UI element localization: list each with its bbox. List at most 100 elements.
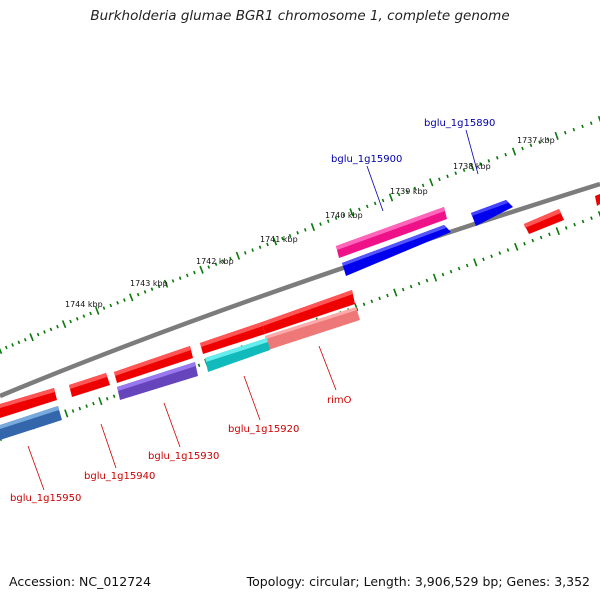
minor-tick — [504, 152, 507, 157]
label-bglu-1g15900[interactable]: bglu_1g15900 — [331, 154, 402, 165]
major-tick — [470, 163, 475, 172]
minor-tick — [531, 238, 535, 243]
gene-unnamed-pink[interactable] — [336, 207, 447, 258]
minor-tick — [11, 343, 14, 347]
gene-bglu-1g15920[interactable] — [205, 338, 270, 372]
minor-tick — [373, 201, 377, 206]
gene-bglu-1g15890[interactable] — [471, 200, 513, 226]
minor-tick — [378, 296, 381, 301]
minor-tick — [386, 293, 389, 298]
label-bglu-1g15940[interactable]: bglu_1g15940 — [84, 471, 155, 482]
minor-tick — [563, 130, 567, 135]
gene-red-upper-2[interactable] — [200, 322, 265, 354]
minor-tick — [462, 168, 466, 172]
minor-tick — [482, 257, 485, 262]
gene-red-upper-1[interactable] — [262, 290, 355, 334]
minor-tick — [71, 409, 75, 413]
minor-tick — [214, 262, 218, 266]
genome-summary-text: Topology: circular; Length: 3,906,529 bp… — [246, 574, 590, 589]
major-tick — [235, 251, 241, 260]
minor-tick — [319, 222, 322, 226]
major-tick — [349, 208, 354, 217]
leader-bglu-1g15890 — [465, 129, 479, 175]
label-bglu-1g15920[interactable]: bglu_1g15920 — [228, 424, 299, 435]
minor-tick — [449, 269, 453, 274]
gene-red-right[interactable] — [524, 209, 564, 234]
minor-tick — [178, 276, 182, 280]
minor-tick — [446, 174, 449, 179]
label-bglu-1g15950[interactable]: bglu_1g15950 — [10, 493, 81, 504]
gene-red-far-right[interactable] — [595, 194, 600, 206]
major-tick — [272, 237, 278, 246]
minor-tick — [116, 301, 119, 305]
minor-tick — [334, 216, 338, 220]
minor-tick — [23, 337, 27, 342]
minor-tick — [479, 162, 482, 166]
minor-tick — [243, 251, 247, 255]
tick-labels: 1744 kbp 1743 kbp 1742 kbp 1741 kbp 1740… — [65, 136, 555, 309]
major-tick — [597, 211, 600, 218]
accession-text: Accession: NC_012724 — [9, 574, 152, 589]
minor-tick — [207, 265, 211, 269]
minor-tick — [573, 222, 576, 227]
minor-tick — [381, 198, 385, 203]
major-tick — [554, 131, 559, 140]
minor-tick — [417, 281, 421, 286]
minor-tick — [457, 266, 461, 271]
minor-tick — [539, 235, 543, 240]
minor-tick — [441, 272, 445, 277]
gene-bglu-1g15900[interactable] — [342, 225, 451, 276]
minor-tick — [401, 287, 405, 292]
major-tick — [511, 147, 517, 156]
minor-tick — [4, 345, 8, 350]
major-tick — [393, 288, 398, 297]
tick-label-1737: 1737 kbp — [517, 136, 555, 145]
major-tick — [432, 273, 438, 282]
minor-tick — [49, 327, 53, 332]
minor-tick — [143, 290, 147, 294]
minor-tick — [288, 233, 292, 238]
major-tick — [388, 193, 394, 202]
gene-red-left[interactable] — [0, 388, 57, 418]
minor-tick — [185, 273, 189, 278]
major-tick — [98, 397, 103, 406]
tick-label-1743: 1743 kbp — [130, 279, 168, 288]
minor-tick — [36, 332, 40, 337]
gene-bglu-1g15950[interactable] — [0, 406, 62, 440]
minor-tick — [157, 284, 161, 289]
label-bglu-1g15890[interactable]: bglu_1g15890 — [424, 118, 495, 129]
minor-tick — [150, 287, 154, 291]
gene-red-middle[interactable] — [114, 346, 193, 383]
label-rimO[interactable]: rimO — [327, 395, 352, 406]
minor-tick — [105, 396, 109, 401]
minor-tick — [409, 284, 413, 289]
label-bglu-1g15930[interactable]: bglu_1g15930 — [148, 451, 219, 462]
minor-tick — [572, 127, 576, 132]
minor-tick — [221, 259, 225, 264]
minor-tick — [251, 248, 254, 252]
gene-bglu-1g15930[interactable] — [117, 362, 198, 400]
minor-tick — [43, 330, 46, 334]
minor-tick — [56, 324, 59, 329]
minor-tick — [405, 189, 409, 194]
gene-rimO[interactable] — [265, 307, 360, 350]
minor-tick — [296, 231, 299, 235]
major-tick — [310, 223, 316, 232]
minor-tick — [523, 242, 526, 246]
minor-tick — [303, 228, 307, 232]
major-tick — [354, 303, 359, 312]
minor-tick — [266, 242, 269, 247]
minor-tick — [425, 278, 429, 283]
minor-tick — [495, 156, 499, 160]
gene-bglu-1g15940[interactable] — [69, 373, 110, 397]
major-tick — [0, 347, 3, 355]
minor-tick — [17, 340, 21, 345]
minor-tick — [498, 251, 502, 255]
minor-tick — [370, 299, 374, 304]
minor-tick — [102, 306, 106, 310]
minor-tick — [193, 270, 196, 275]
minor-tick — [581, 124, 584, 129]
major-tick — [473, 258, 478, 267]
tick-label-1740: 1740 kbp — [325, 211, 363, 220]
